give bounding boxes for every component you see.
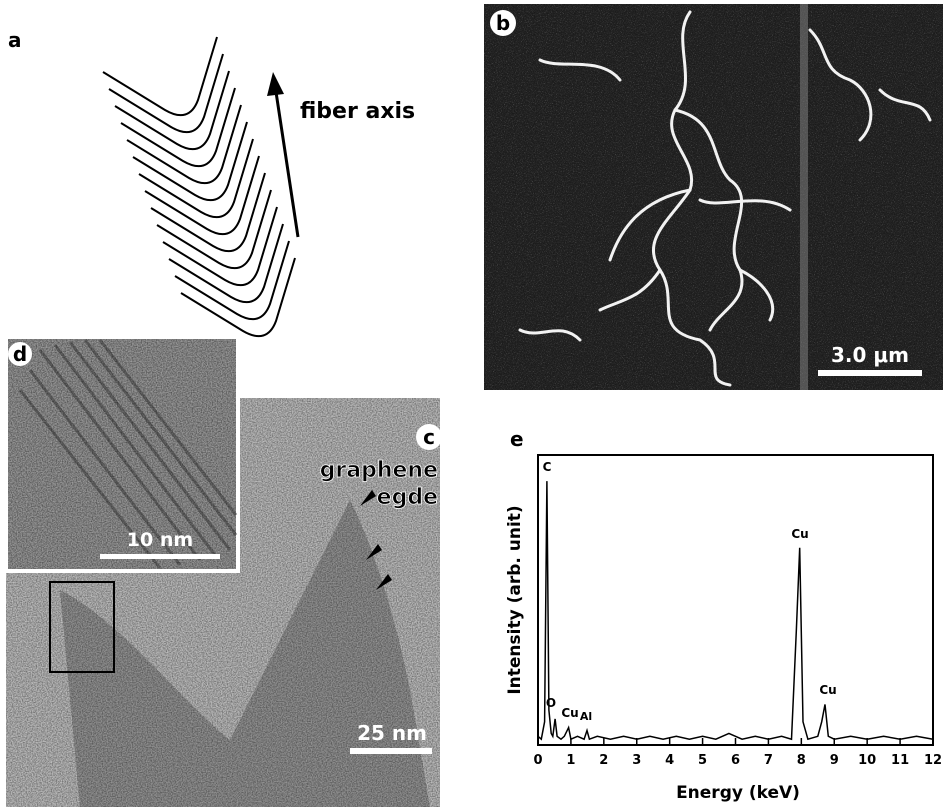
spectrum-line — [538, 481, 933, 739]
x-tick-label: 8 — [797, 753, 806, 768]
arrow-label: fiber axis — [300, 99, 415, 124]
annotation: egde — [377, 485, 438, 510]
layer-curve — [139, 139, 253, 217]
streak — [800, 4, 808, 390]
x-tick-label: 4 — [665, 753, 674, 768]
panel-label: b — [496, 11, 510, 35]
peak-label: Al — [580, 710, 592, 723]
axis-arrow — [276, 92, 298, 237]
panel-a: a fiber axis — [8, 28, 415, 336]
panel-d: d 10 nm — [6, 337, 238, 571]
scale-bar-label: 3.0 μm — [831, 343, 909, 367]
x-tick-label: 7 — [764, 753, 773, 768]
panel-label: e — [510, 427, 524, 451]
layer-curve — [109, 54, 223, 132]
peak-label: Cu — [561, 706, 578, 720]
texture — [8, 339, 236, 569]
x-tick-label: 5 — [698, 753, 707, 768]
y-axis-label: Intensity (arb. unit) — [505, 505, 525, 694]
layer-curve — [103, 37, 217, 115]
layer-curve — [127, 105, 241, 183]
layer-curve — [163, 207, 277, 285]
peak-label: Cu — [791, 527, 808, 541]
figure: a fiber axis b 3.0 μm — [0, 0, 943, 807]
x-tick-label: 0 — [533, 753, 542, 768]
layer-curve — [151, 173, 265, 251]
x-tick-label: 6 — [731, 753, 740, 768]
scale-bar-label: 25 nm — [357, 721, 427, 745]
layer-curve — [169, 224, 283, 302]
peak-label: O — [546, 696, 556, 710]
arrow-head — [267, 72, 284, 96]
x-tick-label: 10 — [858, 753, 876, 768]
layer-curve — [121, 88, 235, 166]
scale-bar-label: 10 nm — [127, 529, 193, 551]
x-axis-label: Energy (keV) — [676, 783, 800, 803]
panel-label: a — [8, 28, 22, 52]
layer-curve — [133, 122, 247, 200]
x-tick-label: 9 — [830, 753, 839, 768]
x-tick-label: 11 — [891, 753, 909, 768]
panel-b: b 3.0 μm — [484, 4, 943, 390]
panel-label: d — [13, 342, 27, 366]
panel-label: c — [423, 425, 435, 449]
peak-label: Cu — [819, 683, 836, 697]
layer-curve — [115, 71, 229, 149]
layer-curve — [157, 190, 271, 268]
graphene-layers — [103, 37, 295, 336]
x-tick-label: 1 — [566, 753, 575, 768]
x-tick-label: 2 — [599, 753, 608, 768]
plot-frame — [538, 455, 933, 745]
annotation: graphene — [320, 458, 438, 483]
peak-label: C — [543, 460, 552, 474]
scale-bar — [818, 370, 922, 376]
layer-curve — [175, 241, 289, 319]
layer-curve — [181, 258, 295, 336]
scale-bar — [100, 554, 220, 559]
x-tick-label: 3 — [632, 753, 641, 768]
layer-curve — [145, 156, 259, 234]
x-tick-label: 12 — [924, 753, 942, 768]
scale-bar — [350, 748, 432, 754]
